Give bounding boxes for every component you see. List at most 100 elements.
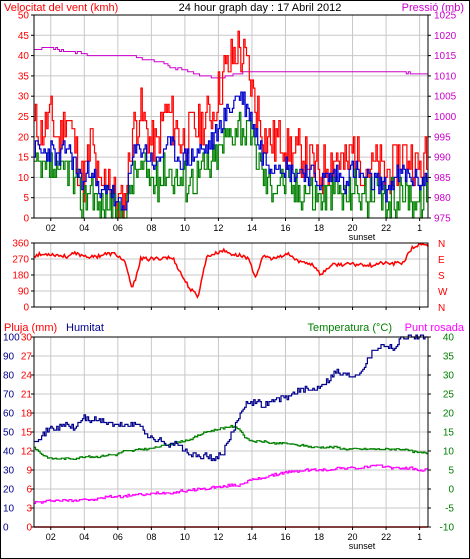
rain-y-tick-label: 12 <box>21 447 33 458</box>
x-tick-label: 22 <box>381 532 391 542</box>
compass-label: S <box>438 271 445 282</box>
x-tick-label: 12 <box>213 223 223 233</box>
sunset-label: sunset <box>349 232 376 242</box>
x-tick-label: 02 <box>46 223 56 233</box>
wind-y-tick-label: 10 <box>18 173 30 184</box>
temperature-line <box>34 424 428 460</box>
x-tick-label: 12 <box>213 532 223 542</box>
wind-y-tick-label: 40 <box>18 51 30 62</box>
pressure-y-tick-label: 1020 <box>434 31 457 42</box>
pressure-line <box>34 47 428 79</box>
temperature-y-tick-label: 15 <box>443 428 455 439</box>
x-tick-label: 18 <box>314 223 324 233</box>
rain-y-tick-label: 24 <box>21 371 33 382</box>
pressure-y-tick-label: 1000 <box>434 112 457 123</box>
x-tick-label: 1 <box>417 532 422 542</box>
wind-avg-line <box>34 91 428 211</box>
humidity-y-tick-label: 10 <box>3 504 15 515</box>
x-tick-label: 08 <box>146 223 156 233</box>
x-tick-label: 20 <box>348 532 358 542</box>
wind-y-tick-label: 15 <box>18 153 30 164</box>
x-tick-label: 1 <box>417 223 422 233</box>
direction-y-tick-label: 90 <box>18 287 30 298</box>
temperature-label: Temperatura (°C) <box>308 322 392 334</box>
temperature-y-tick-label: 30 <box>443 371 455 382</box>
rain-y-tick-label: 27 <box>21 352 33 363</box>
pressure-label: Pressió (mb) <box>402 2 464 14</box>
x-tick-label: 06 <box>113 223 123 233</box>
pressure-y-tick-label: 1005 <box>434 92 457 103</box>
rain-y-tick-label: 30 <box>21 333 33 344</box>
x-tick-label: 04 <box>79 532 89 542</box>
temperature-y-tick-label: 20 <box>443 409 455 420</box>
temperature-y-tick-label: 5 <box>448 466 454 477</box>
x-tick-label: 02 <box>46 532 56 542</box>
humidity-y-tick-label: 40 <box>3 447 15 458</box>
pressure-y-tick-label: 1015 <box>434 51 457 62</box>
temperature-y-tick-label: 25 <box>443 390 455 401</box>
wind-gust-line <box>34 30 428 219</box>
rain-label: Pluja (mm) <box>4 322 57 334</box>
pressure-y-tick-label: 1025 <box>434 11 457 22</box>
x-tick-label: 06 <box>113 532 123 542</box>
temperature-y-tick-label: -5 <box>445 504 454 515</box>
humidity-y-tick-label: 0 <box>3 523 9 534</box>
sunset-label: sunset <box>349 541 376 551</box>
wind-y-tick-label: 30 <box>18 92 30 103</box>
x-tick-label: 20 <box>348 223 358 233</box>
humidity-label: Humitat <box>66 322 104 334</box>
temperature-y-tick-label: 35 <box>443 352 455 363</box>
rain-y-tick-label: 15 <box>21 428 33 439</box>
humidity-y-tick-label: 30 <box>3 466 15 477</box>
dewpoint-label: Punt rosada <box>405 322 465 334</box>
temperature-y-tick-label: -10 <box>440 523 455 534</box>
direction-y-tick-label: 270 <box>12 255 29 266</box>
wind-y-tick-label: 35 <box>18 71 30 82</box>
chart-title: 24 hour graph day : 17 Abril 2012 <box>179 2 342 14</box>
x-tick-label: 16 <box>280 532 290 542</box>
x-tick-label: 22 <box>381 223 391 233</box>
compass-label: N <box>438 303 445 314</box>
humidity-y-tick-label: 90 <box>3 352 15 363</box>
rain-y-tick-label: 18 <box>21 409 33 420</box>
x-tick-label: 08 <box>146 532 156 542</box>
humidity-y-tick-label: 70 <box>3 390 15 401</box>
compass-label: W <box>438 287 448 298</box>
humidity-y-tick-label: 100 <box>3 333 20 344</box>
pressure-y-tick-label: 985 <box>434 173 451 184</box>
humidity-y-tick-label: 80 <box>3 371 15 382</box>
wind-y-tick-label: 50 <box>18 11 30 22</box>
pressure-y-tick-label: 980 <box>434 193 451 204</box>
pressure-y-tick-label: 995 <box>434 132 451 143</box>
humidity-y-tick-label: 50 <box>3 428 15 439</box>
rain-y-tick-label: 21 <box>21 390 33 401</box>
direction-y-tick-label: 360 <box>12 239 29 250</box>
wind-y-tick-label: 0 <box>23 214 29 225</box>
rain-y-tick-label: 0 <box>26 523 32 534</box>
wind-y-tick-label: 5 <box>23 193 29 204</box>
pressure-y-tick-label: 975 <box>434 214 451 225</box>
temperature-y-tick-label: 10 <box>443 447 455 458</box>
x-tick-label: 18 <box>314 532 324 542</box>
pressure-y-tick-label: 990 <box>434 153 451 164</box>
x-tick-label: 10 <box>180 223 190 233</box>
x-tick-label: 04 <box>79 223 89 233</box>
pressure-y-tick-label: 1010 <box>434 71 457 82</box>
compass-label: E <box>438 255 445 266</box>
x-tick-label: 14 <box>247 223 257 233</box>
wind-y-tick-label: 20 <box>18 132 30 143</box>
x-tick-label: 16 <box>280 223 290 233</box>
wind-y-tick-label: 45 <box>18 31 30 42</box>
rain-y-tick-label: 3 <box>26 504 32 515</box>
humidity-line <box>34 334 428 462</box>
temperature-y-tick-label: 40 <box>443 333 455 344</box>
wind-speed-label: Velocitat del vent (kmh) <box>4 2 118 14</box>
wind-y-tick-label: 25 <box>18 112 30 123</box>
temperature-y-tick-label: 0 <box>448 485 454 496</box>
wind-direction-line <box>33 242 429 299</box>
humidity-y-tick-label: 20 <box>3 485 15 496</box>
dewpoint-line <box>34 464 428 504</box>
x-tick-label: 10 <box>180 532 190 542</box>
compass-label: N <box>438 239 445 250</box>
